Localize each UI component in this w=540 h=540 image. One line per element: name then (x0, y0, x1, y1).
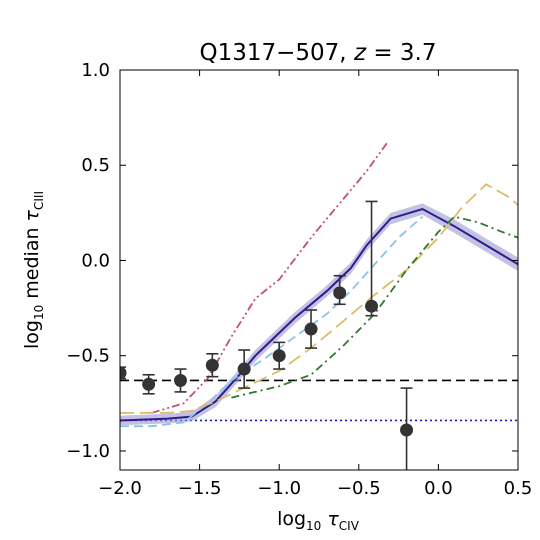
x-tick-label: 0.0 (424, 478, 453, 499)
plot-area (120, 141, 518, 470)
x-tick-label: −1.0 (257, 478, 301, 499)
series-2-line (120, 215, 424, 428)
data-point (333, 286, 347, 300)
plot-frame (119, 69, 519, 471)
y-tick-label: −0.5 (66, 346, 110, 367)
data-point (400, 423, 414, 437)
data-point (173, 373, 187, 387)
series-5-line (231, 215, 518, 399)
series-1-line (120, 207, 518, 422)
x-tick-label: 0.5 (504, 478, 533, 499)
x-tick-label: −2.0 (98, 478, 142, 499)
series-3-line (151, 141, 389, 414)
y-axis-label: log10 median τCIII (21, 191, 46, 349)
series-4-line (120, 183, 518, 414)
x-tick-label: −1.5 (178, 478, 222, 499)
data-point (205, 358, 219, 372)
x-tick-label: −0.5 (337, 478, 381, 499)
y-tick-label: 0.0 (81, 250, 110, 271)
y-tick-label: 1.0 (81, 60, 110, 81)
data-point (272, 349, 286, 363)
data-point (365, 299, 379, 313)
data-point (237, 362, 251, 376)
x-axis-label: log10 τCIV (277, 508, 360, 533)
y-tick-label: 0.5 (81, 155, 110, 176)
y-tick-label: −1.0 (66, 441, 110, 462)
chart-title: Q1317−507, z = 3.7 (200, 40, 437, 66)
data-point (304, 322, 318, 336)
data-point (142, 377, 156, 391)
axis-ticks: −2.0 −1.5 −1.0 −0.5 0.0 0.5 1.0 0.5 0.0 −0.5 −1.0 (66, 60, 532, 499)
data-point (120, 366, 127, 380)
